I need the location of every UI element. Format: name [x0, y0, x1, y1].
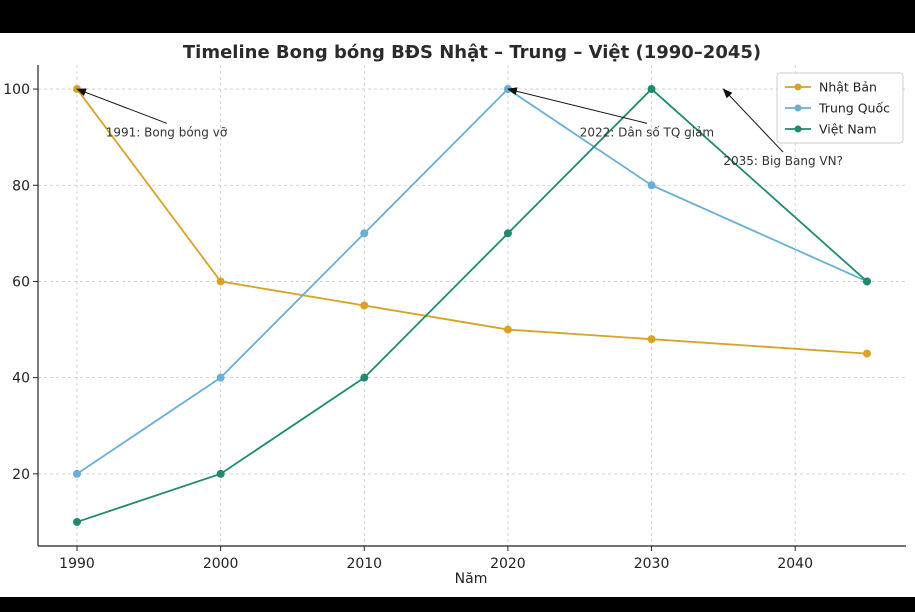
chart-frame: Timeline Bong bóng BĐS Nhật – Trung – Vi… [0, 33, 915, 597]
data-point [863, 277, 871, 286]
y-tick-label: 80 [12, 178, 30, 194]
legend-swatch-marker [794, 125, 802, 133]
data-point [216, 469, 225, 478]
data-point [216, 373, 225, 382]
x-tick-label: 2010 [346, 556, 382, 572]
data-point [360, 229, 369, 238]
annotation-text-0: 1991: Bong bóng vỡ [106, 125, 228, 139]
x-tick-label: 2000 [203, 556, 239, 572]
x-axis-label: Năm [455, 571, 488, 587]
series-line-0 [76, 88, 868, 355]
annotation-text-1: 2022: Dân số TQ giảm [580, 125, 714, 139]
data-point [360, 373, 369, 382]
chart-title: Timeline Bong bóng BĐS Nhật – Trung – Vi… [183, 42, 761, 63]
data-point [647, 85, 656, 94]
legend-label: Trung Quốc [818, 101, 890, 116]
legend-swatch-marker [794, 83, 802, 91]
line-chart: Timeline Bong bóng BĐS Nhật – Trung – Vi… [3, 42, 906, 587]
data-point [647, 181, 656, 190]
data-point [73, 469, 81, 478]
x-tick-label: 1990 [59, 556, 95, 572]
annotation-text-2: 2035: Big Bang VN? [723, 154, 843, 168]
y-tick-label: 40 [12, 371, 30, 387]
data-point [360, 301, 369, 310]
legend-swatch-marker [794, 104, 802, 112]
y-tick-label: 100 [3, 82, 30, 98]
y-tick-label: 20 [12, 467, 30, 483]
annotation-arrow-2 [722, 88, 784, 153]
legend-label: Việt Nam [819, 122, 877, 137]
annotation-arrow-0 [76, 88, 167, 124]
x-tick-label: 2030 [634, 556, 670, 572]
legend-label: Nhật Bản [819, 80, 877, 95]
data-point [73, 517, 81, 526]
series-line-1 [76, 87, 868, 475]
data-point [216, 277, 225, 286]
x-tick-label: 2020 [490, 556, 526, 572]
data-point [503, 325, 512, 334]
y-tick-label: 60 [12, 274, 30, 290]
x-tick-label: 2040 [777, 556, 813, 572]
data-point [503, 229, 512, 238]
series-line-2 [76, 87, 868, 523]
legend-box [776, 72, 904, 144]
annotation-arrow-1 [506, 87, 648, 124]
data-point [647, 335, 656, 344]
data-point [863, 349, 871, 358]
